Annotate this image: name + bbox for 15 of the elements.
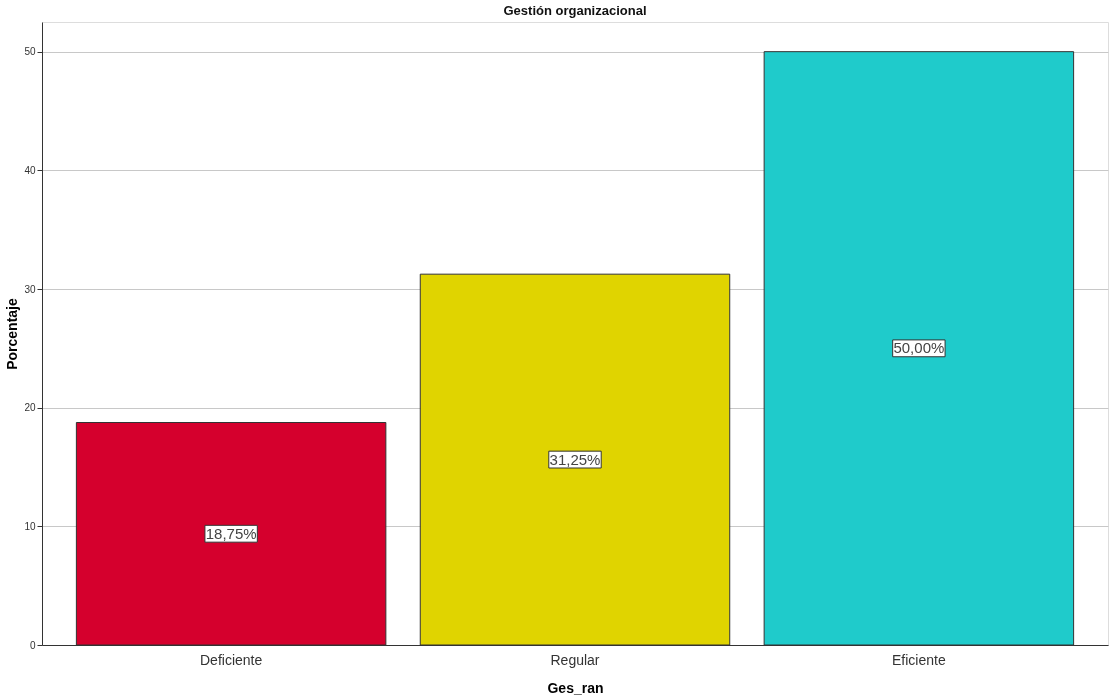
y-tick-label: 10 (24, 520, 36, 532)
y-tick-label: 20 (24, 402, 36, 414)
chart-title: Gestión organizacional (503, 3, 647, 18)
y-tick-label: 30 (24, 283, 36, 295)
x-tick-label: Eficiente (892, 651, 946, 668)
x-axis-title: Ges_ran (547, 679, 604, 696)
y-axis-title: Porcentaje (4, 298, 21, 370)
x-tick-label: Regular (550, 651, 600, 668)
data-label: 18,75% (205, 524, 257, 542)
y-tick-label: 40 (24, 164, 36, 176)
x-tick-label: Deficiente (200, 651, 263, 668)
data-label: 31,25% (549, 450, 601, 468)
y-tick-label: 0 (29, 639, 36, 651)
data-label: 50,00% (893, 339, 945, 357)
y-tick-label: 50 (24, 46, 36, 58)
